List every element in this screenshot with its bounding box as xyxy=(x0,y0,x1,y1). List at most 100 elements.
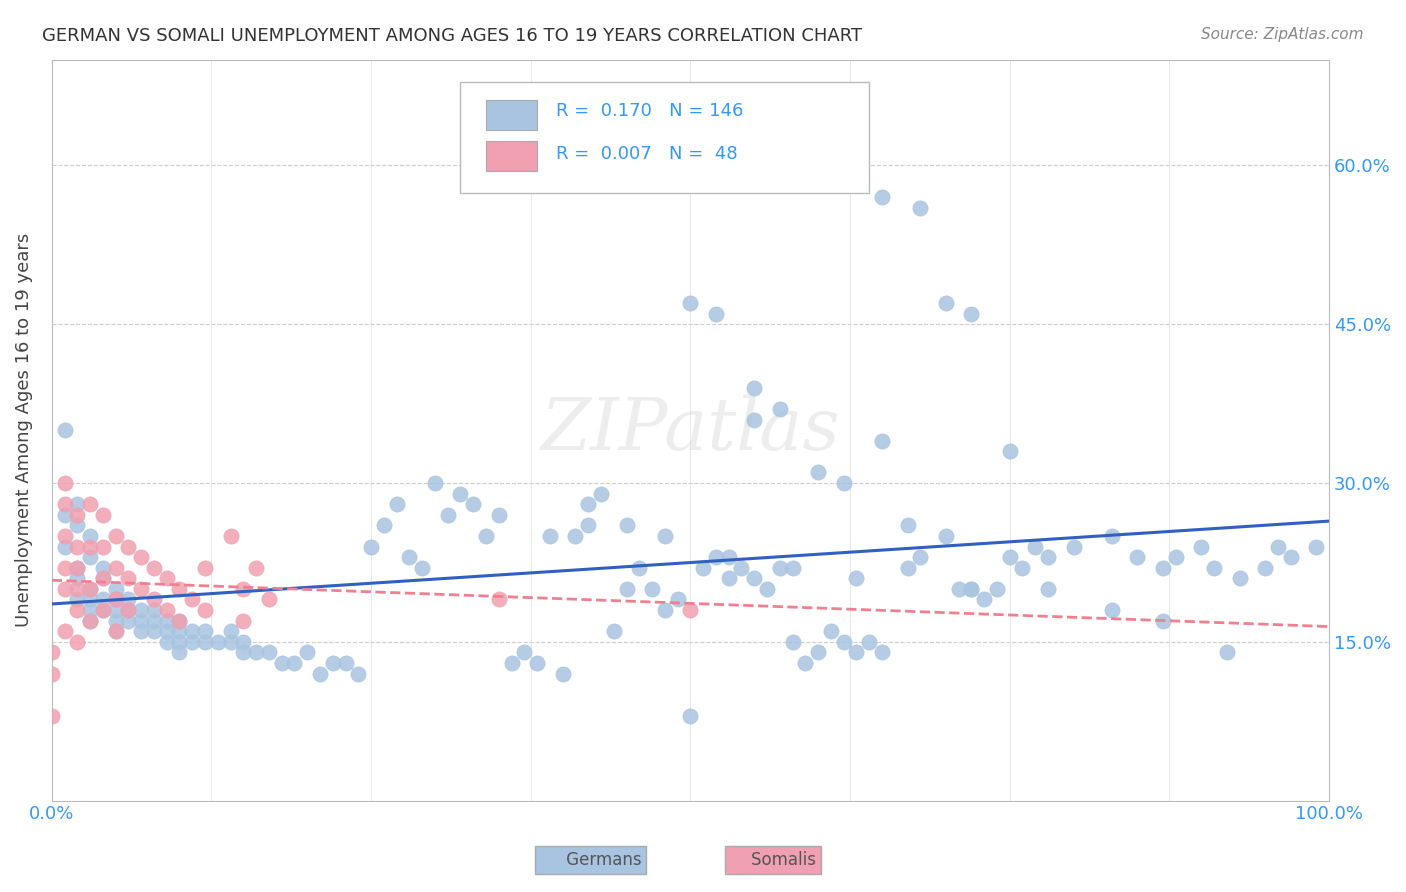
Point xyxy=(576,518,599,533)
Point xyxy=(998,444,1021,458)
Point xyxy=(66,540,89,554)
Text: R =  0.170   N = 146: R = 0.170 N = 146 xyxy=(557,103,744,120)
Point xyxy=(156,614,179,628)
Point xyxy=(1152,614,1174,628)
Point xyxy=(53,497,76,511)
Point xyxy=(117,571,139,585)
Point xyxy=(1164,550,1187,565)
Point xyxy=(104,614,127,628)
Point xyxy=(232,645,254,659)
Point xyxy=(91,508,114,522)
Point xyxy=(309,666,332,681)
Point xyxy=(679,296,702,310)
Point xyxy=(616,582,638,596)
Point xyxy=(295,645,318,659)
Point xyxy=(870,190,893,204)
Point xyxy=(156,571,179,585)
Point xyxy=(181,635,204,649)
Point xyxy=(104,624,127,639)
Point xyxy=(66,560,89,574)
Point xyxy=(794,656,817,670)
Point xyxy=(935,529,957,543)
Point xyxy=(66,497,89,511)
Point xyxy=(717,550,740,565)
Point xyxy=(769,560,792,574)
Y-axis label: Unemployment Among Ages 16 to 19 years: Unemployment Among Ages 16 to 19 years xyxy=(15,233,32,627)
Point xyxy=(910,201,932,215)
Point xyxy=(66,582,89,596)
Point xyxy=(973,592,995,607)
Point xyxy=(782,560,804,574)
Point xyxy=(79,529,101,543)
Point xyxy=(41,709,63,723)
Point xyxy=(79,603,101,617)
Point xyxy=(66,571,89,585)
Point xyxy=(628,560,651,574)
Point xyxy=(91,571,114,585)
Point xyxy=(117,603,139,617)
Point xyxy=(986,582,1008,596)
FancyBboxPatch shape xyxy=(486,101,537,130)
Point xyxy=(998,550,1021,565)
Point xyxy=(104,529,127,543)
Point xyxy=(142,603,165,617)
Point xyxy=(398,550,420,565)
Point xyxy=(169,645,191,659)
Point xyxy=(335,656,357,670)
Point xyxy=(129,550,152,565)
Point xyxy=(53,560,76,574)
Point xyxy=(1229,571,1251,585)
Point xyxy=(1063,540,1085,554)
Point xyxy=(91,571,114,585)
Point xyxy=(1101,603,1123,617)
Point xyxy=(245,645,267,659)
Point xyxy=(156,624,179,639)
Point xyxy=(654,603,676,617)
Point xyxy=(104,582,127,596)
Point xyxy=(79,540,101,554)
Point xyxy=(576,497,599,511)
Point xyxy=(169,635,191,649)
Point xyxy=(1036,582,1059,596)
Text: Somalis: Somalis xyxy=(730,851,817,869)
Point xyxy=(589,486,612,500)
Point xyxy=(66,603,89,617)
Point xyxy=(488,508,510,522)
Point xyxy=(232,582,254,596)
Point xyxy=(1011,560,1033,574)
Point xyxy=(53,508,76,522)
Point xyxy=(257,592,280,607)
Point xyxy=(935,296,957,310)
Point xyxy=(104,560,127,574)
Point xyxy=(679,709,702,723)
Point xyxy=(603,624,626,639)
Point xyxy=(373,518,395,533)
Point xyxy=(232,614,254,628)
Point xyxy=(219,635,242,649)
Point xyxy=(1267,540,1289,554)
Point xyxy=(730,560,752,574)
Point xyxy=(169,614,191,628)
FancyBboxPatch shape xyxy=(486,141,537,170)
Text: Germans: Germans xyxy=(540,851,641,869)
Point xyxy=(1254,560,1277,574)
Point xyxy=(1279,550,1302,565)
Point xyxy=(488,592,510,607)
Point xyxy=(194,560,217,574)
Point xyxy=(641,582,664,596)
Point xyxy=(194,603,217,617)
Point xyxy=(104,592,127,607)
Point xyxy=(117,592,139,607)
Point xyxy=(832,635,855,649)
Point xyxy=(91,540,114,554)
Point xyxy=(616,518,638,533)
Point xyxy=(194,635,217,649)
Point xyxy=(463,497,485,511)
Point xyxy=(91,603,114,617)
Point xyxy=(896,560,918,574)
Point xyxy=(232,635,254,649)
Point xyxy=(53,582,76,596)
Point xyxy=(156,635,179,649)
Point xyxy=(475,529,498,543)
Point xyxy=(91,592,114,607)
